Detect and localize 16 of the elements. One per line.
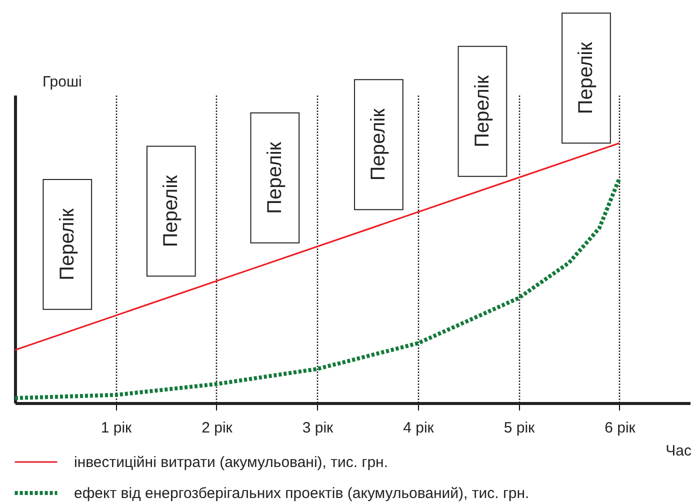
- text: Перелік: [575, 42, 598, 114]
- x-tick-label: 6 рік: [604, 420, 636, 436]
- y-axis-title: Гроші: [42, 74, 82, 90]
- annotation: Перелік: [471, 75, 494, 148]
- x-tick-label: 4 рік: [403, 420, 434, 436]
- x-axis-title: Час: [666, 442, 692, 460]
- x-tick-label: 2 рік: [202, 420, 233, 436]
- x-tick-label: 3 рік: [302, 420, 334, 436]
- annotation: Перелік: [160, 174, 182, 248]
- x-tick-label: 1 рік: [100, 420, 132, 436]
- annotation: Перелік: [368, 108, 390, 181]
- legend-label: ефект від енергозберігальних проектів (акумульований), тис. грн.: [74, 485, 530, 502]
- annotation: Перелік: [56, 208, 78, 280]
- legend-label: інвестиційні витрати (акумульовані), тис. грн.: [74, 454, 388, 471]
- x-tick-label: 5 рік: [504, 420, 536, 436]
- annotation: Перелік: [264, 142, 286, 214]
